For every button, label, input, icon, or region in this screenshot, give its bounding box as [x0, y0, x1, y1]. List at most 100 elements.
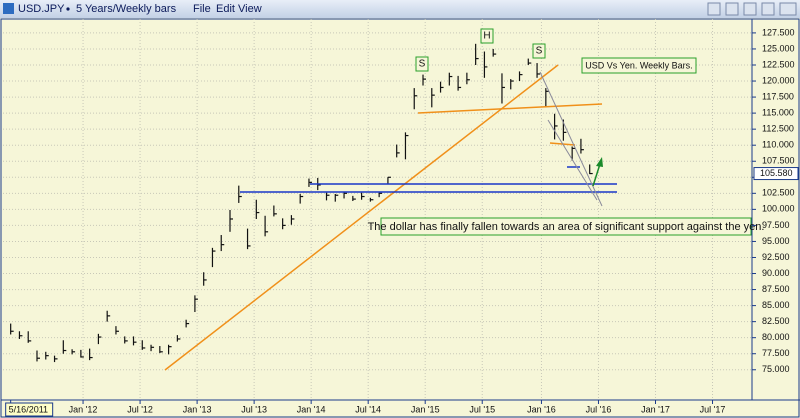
- price-bar: [510, 79, 514, 90]
- button[interactable]: [725, 2, 739, 16]
- price-bar: [80, 349, 84, 358]
- price-bar: [106, 310, 111, 322]
- symbol: USD.JPY: [18, 3, 65, 15]
- menu-item[interactable]: Edit: [216, 3, 235, 15]
- y-tick-label: 110.000: [762, 140, 794, 150]
- annotation: H: [483, 31, 490, 42]
- close-button[interactable]: [779, 2, 797, 16]
- price-bar: [396, 144, 400, 158]
- price-bar: [448, 72, 453, 86]
- price-bar: [282, 218, 286, 230]
- y-tick-label: 95.000: [762, 236, 790, 246]
- annotation-box: [480, 28, 494, 44]
- price-bar: [71, 349, 76, 355]
- y-tick-label: 100.000: [762, 204, 795, 214]
- price-bar: [343, 192, 348, 199]
- price-bar: [10, 323, 14, 335]
- price-bar: [255, 199, 260, 219]
- price-bar: [238, 185, 242, 203]
- price-bar: [185, 319, 190, 328]
- x-tick-label: Jan '13: [183, 404, 212, 414]
- y-tick-label: 97.500: [762, 220, 790, 230]
- price-bar: [492, 48, 497, 57]
- x-tick-label: 5/16/2011: [9, 404, 48, 414]
- y-tick-label: 92.500: [762, 252, 790, 262]
- y-tick-label: 112.500: [762, 124, 794, 134]
- y-tick-label: 120.000: [762, 75, 795, 85]
- x-tick-label: Jul '12: [127, 404, 153, 414]
- annotation: USD Vs Yen. Weekly Bars.: [585, 60, 692, 70]
- y-tick-label: 82.500: [762, 316, 790, 326]
- price-bar: [36, 350, 40, 362]
- x-tick-label: Jul '13: [241, 404, 267, 414]
- annotation: S: [419, 59, 426, 70]
- price-bar: [194, 295, 198, 313]
- menu-item[interactable]: View: [238, 3, 262, 15]
- button[interactable]: [761, 2, 775, 16]
- price-bar: [159, 346, 163, 354]
- price-bar: [352, 195, 356, 202]
- annotation: The dollar has finally fallen towards an…: [368, 221, 765, 233]
- y-tick-label: 117.500: [762, 91, 794, 101]
- last-price-box: [753, 167, 799, 181]
- x-tick-label: Jan '17: [641, 404, 670, 414]
- price-bar: [518, 71, 523, 82]
- annotations: S H S USD Vs Yen. Weekly Bars. The dolla…: [368, 28, 765, 236]
- price-bar: [378, 192, 383, 198]
- button[interactable]: [743, 2, 757, 16]
- button[interactable]: [707, 2, 721, 16]
- price-bar: [150, 344, 155, 352]
- price-bar: [246, 228, 251, 250]
- price-bars: [10, 43, 593, 363]
- price-bar: [141, 340, 146, 350]
- neckline: [417, 103, 603, 114]
- x-tick-label: Jul '14: [355, 404, 381, 414]
- y-tick-label: 127.500: [762, 27, 795, 37]
- x-tick-label: Jan '14: [297, 404, 326, 414]
- annotation-box: [380, 217, 752, 236]
- price-bar: [53, 355, 58, 363]
- price-bar: [580, 138, 584, 154]
- x-tick-label: Jul '16: [586, 404, 612, 414]
- price-bar: [229, 210, 234, 232]
- axes: 75.000 77.500 80.000 82.500 85.000 87.500 90.0…: [5, 27, 799, 417]
- price-bar: [439, 81, 444, 93]
- window-buttons: [707, 2, 797, 16]
- price-bar: [554, 113, 558, 140]
- y-tick-label: 107.500: [762, 156, 795, 166]
- title-bar: [0, 0, 800, 18]
- y-tick-label: 87.500: [762, 284, 790, 294]
- menu-item[interactable]: File: [193, 3, 211, 15]
- price-bar: [124, 336, 128, 344]
- y-tick-label: 125.000: [762, 43, 795, 53]
- trend-line: [164, 64, 559, 371]
- price-bar: [299, 193, 304, 204]
- x-tick-label: Jan '16: [527, 404, 556, 414]
- annotation-box: [415, 56, 429, 72]
- x-tick-label: Jul '15: [469, 404, 495, 414]
- price-bar: [97, 333, 102, 345]
- price-bar: [115, 326, 119, 335]
- price-bar: [45, 351, 49, 360]
- annotation-box: [581, 57, 697, 74]
- price-bar: [545, 88, 549, 108]
- price-bar: [220, 235, 225, 252]
- price-bar: [483, 51, 488, 78]
- separator: [66, 7, 70, 11]
- frame: [0, 18, 800, 418]
- price-bar: [589, 164, 593, 175]
- price-bar: [89, 348, 93, 361]
- annotation: S: [536, 46, 543, 57]
- arrow-head: [596, 157, 603, 167]
- channel-line: [539, 71, 603, 207]
- app-icon: [3, 3, 14, 14]
- price-bar: [571, 146, 576, 161]
- x-tick-label-box: [5, 402, 54, 417]
- price-bar: [404, 132, 409, 160]
- price-bar: [132, 336, 137, 346]
- y-tick-label: 122.500: [762, 59, 795, 69]
- y-tick-label: 75.000: [762, 364, 790, 374]
- price-bar: [27, 331, 32, 343]
- price-bar: [211, 247, 216, 268]
